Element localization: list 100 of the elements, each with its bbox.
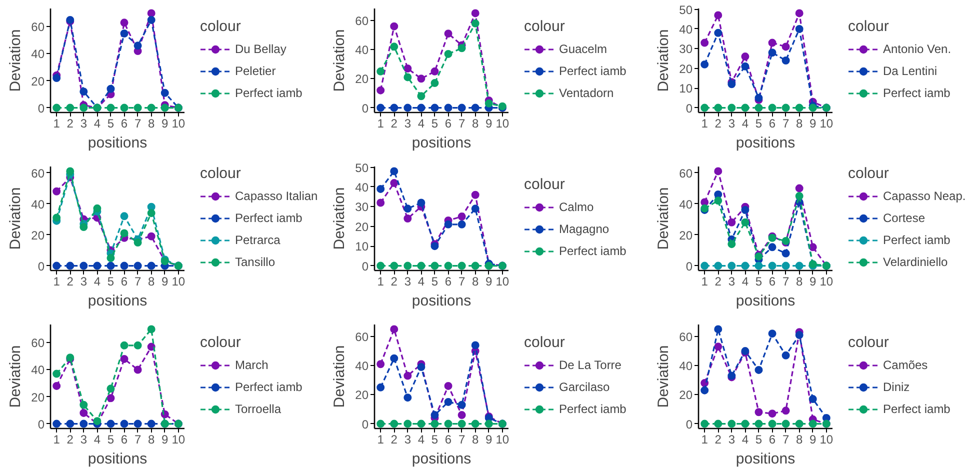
x-tick-label: 3 (728, 274, 736, 288)
y-tick-label: 20 (31, 74, 45, 88)
y-tick-label: 0 (38, 101, 45, 116)
x-axis-title: positions (412, 292, 472, 310)
y-tick-label: 40 (355, 180, 369, 194)
y-tick-label: 20 (679, 388, 693, 402)
y-tick-label: 0 (686, 417, 693, 432)
legend-label: Cortese (883, 210, 926, 227)
y-tick-label: 60 (355, 330, 369, 344)
x-tick-label: 2 (390, 116, 398, 130)
x-tick-label: 6 (768, 274, 776, 288)
x-axis-title: positions (736, 134, 796, 152)
legend-label: Perfect iamb (883, 232, 950, 249)
x-tick-label: 6 (768, 432, 776, 446)
x-tick-label: 6 (120, 116, 128, 130)
y-tick-label: 60 (31, 166, 45, 180)
x-tick-label: 4 (94, 116, 101, 130)
y-tick-label: 10 (355, 240, 369, 254)
legend-title: colour (524, 176, 566, 193)
x-tick-label: 10 (496, 274, 510, 288)
x-tick-label: 8 (472, 274, 479, 288)
y-tick-label: 20 (31, 228, 45, 242)
x-tick-label: 1 (53, 116, 60, 130)
x-tick-label: 2 (66, 274, 74, 288)
legend-label: Perfect iamb (235, 85, 302, 102)
x-tick-label: 8 (148, 432, 155, 446)
y-tick-label: 50 (679, 2, 693, 17)
y-axis-title: Deviation (655, 29, 672, 92)
x-tick-label: 8 (472, 432, 479, 446)
legend-label: Velardiniello (883, 254, 948, 271)
y-tick-label: 0 (686, 101, 693, 116)
legend-label: Perfect iamb (235, 379, 302, 396)
x-tick-label: 6 (444, 432, 452, 446)
y-axis-title: Deviation (7, 29, 24, 92)
x-tick-label: 4 (418, 432, 425, 446)
x-tick-label: 7 (458, 274, 466, 288)
y-tick-label: 40 (679, 22, 693, 36)
x-tick-label: 3 (80, 274, 88, 288)
legend-label: March (235, 357, 268, 374)
y-axis-title: Deviation (331, 345, 348, 408)
x-tick-label: 1 (701, 432, 708, 446)
y-tick-label: 20 (679, 228, 693, 242)
y-tick-label: 0 (362, 101, 369, 116)
x-tick-label: 3 (404, 116, 412, 130)
legend-label: Petrarca (235, 232, 280, 249)
y-axis-title: Deviation (331, 187, 348, 250)
y-tick-label: 40 (31, 197, 45, 212)
y-tick-label: 40 (355, 43, 369, 58)
legend-label: Guacelm (559, 41, 608, 58)
x-tick-label: 1 (377, 116, 384, 130)
x-axis-title: positions (412, 134, 472, 152)
legend-title: colour (848, 334, 890, 351)
x-tick-label: 2 (66, 432, 74, 446)
y-tick-label: 20 (355, 72, 369, 86)
x-tick-label: 3 (80, 432, 88, 446)
x-tick-label: 3 (404, 274, 412, 288)
x-tick-label: 7 (458, 432, 466, 446)
x-tick-label: 10 (496, 116, 510, 130)
y-axis-title: Deviation (655, 187, 672, 250)
x-tick-label: 5 (107, 274, 114, 288)
legend-label: Diniz (883, 379, 910, 396)
x-tick-label: 4 (742, 274, 749, 288)
x-axis-title: positions (88, 450, 148, 468)
x-tick-label: 9 (486, 432, 493, 446)
x-tick-label: 5 (755, 432, 762, 446)
x-tick-label: 10 (172, 432, 186, 446)
legend-title: colour (524, 18, 566, 35)
y-tick-label: 20 (355, 220, 369, 234)
legend-label: Antonio Ven. (883, 41, 952, 58)
x-tick-label: 4 (418, 116, 425, 130)
x-tick-label: 5 (431, 274, 438, 288)
x-tick-label: 5 (755, 274, 762, 288)
x-tick-label: 8 (796, 116, 803, 130)
x-tick-label: 10 (820, 432, 834, 446)
x-tick-label: 7 (782, 116, 790, 130)
legend-label: Ventadorn (559, 85, 614, 102)
legend-title: colour (848, 18, 890, 35)
x-tick-label: 9 (162, 274, 169, 288)
legend-label: Perfect iamb (235, 210, 302, 227)
x-tick-label: 8 (472, 116, 479, 130)
legend-label: Perfect iamb (559, 401, 626, 418)
y-tick-label: 60 (31, 336, 45, 350)
y-tick-label: 30 (355, 200, 369, 214)
x-axis-title: positions (736, 292, 796, 310)
x-tick-label: 9 (810, 116, 817, 130)
x-tick-label: 8 (796, 432, 803, 446)
x-tick-label: 5 (755, 116, 762, 130)
x-tick-label: 5 (107, 116, 114, 130)
x-tick-label: 3 (80, 116, 88, 130)
y-tick-label: 50 (355, 160, 369, 175)
x-tick-label: 2 (390, 432, 398, 446)
x-tick-label: 7 (782, 432, 790, 446)
x-tick-label: 10 (820, 116, 834, 130)
x-tick-label: 10 (172, 274, 186, 288)
x-tick-label: 1 (377, 274, 384, 288)
x-tick-label: 8 (796, 274, 803, 288)
y-axis-title: Deviation (7, 345, 24, 408)
x-tick-label: 9 (486, 116, 493, 130)
x-tick-label: 4 (94, 274, 101, 288)
y-tick-label: 60 (31, 20, 45, 34)
